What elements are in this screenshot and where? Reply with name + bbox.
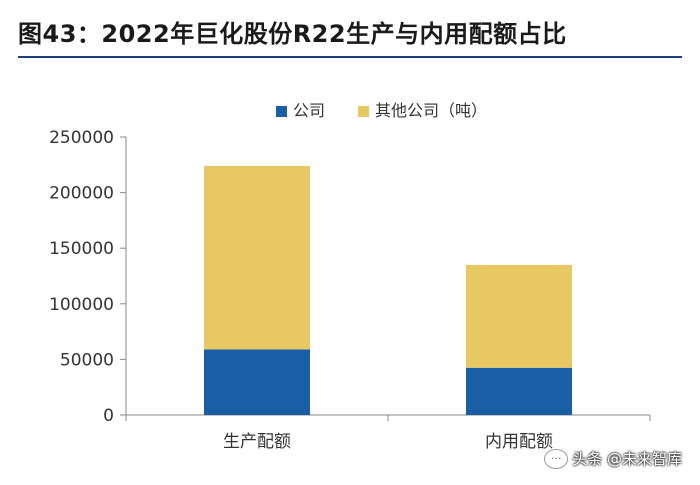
legend-swatch (276, 106, 287, 117)
bar-company-1 (204, 349, 310, 415)
title-divider (18, 56, 682, 58)
legend-label: 其他公司（吨） (375, 101, 487, 120)
chart-title: 图43：2022年巨化股份R22生产与内用配额占比 (18, 19, 567, 48)
x-tick-label: 内用配额 (485, 432, 553, 452)
chart-legend: 公司 其他公司（吨） (276, 101, 487, 120)
y-tick-label: 50000 (60, 350, 114, 370)
bar-company-2 (466, 367, 572, 415)
bar-group (204, 165, 572, 415)
x-axis: 生产配额 内用配额 (125, 414, 651, 452)
x-tick-label: 生产配额 (223, 432, 291, 452)
chat-bubble-icon: ··· (544, 448, 569, 469)
y-tick-label: 100000 (49, 295, 114, 315)
bar-other-1 (204, 165, 310, 350)
y-tick-label: 200000 (49, 184, 114, 204)
y-axis: 0 50000 100000 150000 200000 250000 (49, 128, 127, 426)
legend-swatch (358, 106, 369, 117)
watermark-text: 头条 @未来智库 (572, 450, 682, 468)
y-tick-label: 0 (103, 406, 114, 426)
title-bar: 图43：2022年巨化股份R22生产与内用配额占比 (18, 10, 682, 52)
legend-label: 公司 (293, 101, 325, 120)
y-tick-label: 150000 (49, 239, 114, 259)
watermark: ··· 头条 @未来智库 (544, 448, 682, 469)
bar-other-2 (466, 264, 572, 368)
y-tick-label: 250000 (49, 128, 114, 148)
